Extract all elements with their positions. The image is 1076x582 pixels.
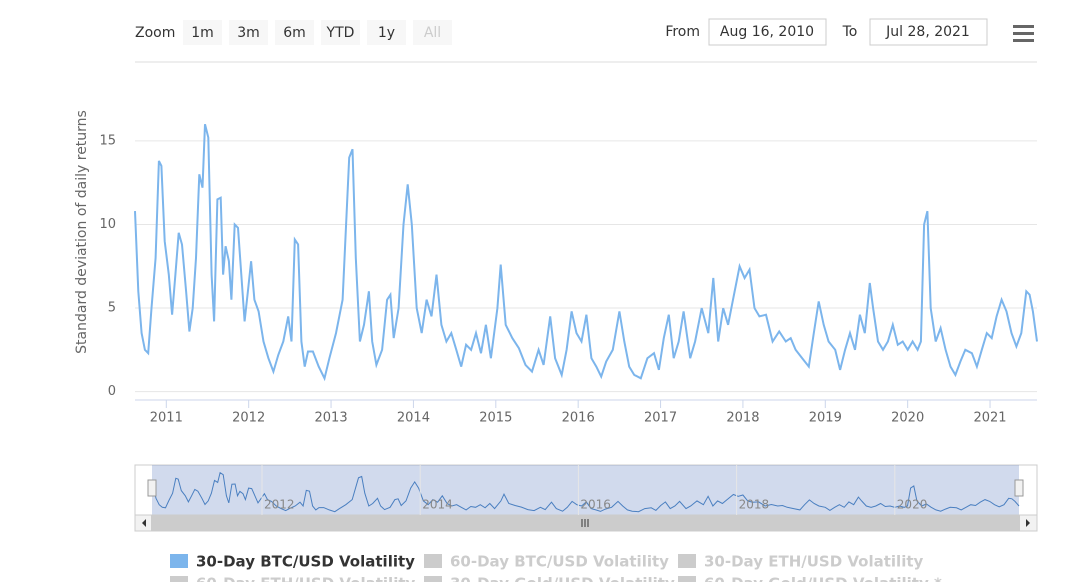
legend-label[interactable]: 60-Day BTC/USD Volatility	[450, 553, 669, 571]
zoom-button[interactable]	[275, 20, 314, 45]
to-label: To	[842, 24, 858, 40]
zoom-button-label[interactable]: YTD	[326, 25, 355, 41]
legend-symbol[interactable]	[170, 576, 188, 582]
navigator-label: 2018	[739, 498, 770, 512]
legend-label[interactable]: 60-Day ETH/USD Volatility	[196, 575, 416, 582]
zoom-button[interactable]	[321, 20, 360, 45]
zoom-button-label[interactable]: 6m	[283, 25, 306, 41]
x-tick-label: 2020	[891, 411, 924, 426]
x-tick-label: 2014	[397, 411, 430, 426]
from-input[interactable]	[708, 18, 827, 46]
scrollbar-grip	[581, 519, 589, 527]
legend-label[interactable]: 30-Day BTC/USD Volatility	[196, 553, 415, 571]
scroll-right[interactable]	[1026, 519, 1030, 527]
navigator-line	[152, 471, 1020, 513]
legend-label[interactable]: 30-Day Gold/USD Volatility *	[450, 575, 688, 582]
navigator-label: 2012	[264, 498, 295, 512]
menu-button[interactable]	[1013, 25, 1034, 42]
navigator-handle[interactable]	[147, 479, 157, 497]
scroll-left[interactable]	[142, 519, 146, 527]
navigator-label: 2016	[580, 498, 611, 512]
navigator-label: 2014	[422, 498, 453, 512]
series-line	[134, 123, 1038, 382]
legend-symbol[interactable]	[678, 554, 696, 568]
zoom-button-label[interactable]: 1y	[378, 25, 395, 41]
zoom-button[interactable]	[229, 20, 268, 45]
zoom-label: Zoom	[135, 25, 175, 41]
from-value[interactable]: Aug 16, 2010	[720, 24, 814, 40]
y-axis-title: Standard deviation of daily returns	[74, 110, 90, 354]
zoom-button-label[interactable]: 1m	[191, 25, 214, 41]
to-input[interactable]	[869, 18, 988, 46]
from-label: From	[665, 24, 700, 40]
y-tick-label: 15	[99, 133, 116, 148]
menu-bar	[1013, 32, 1034, 35]
y-tick-label: 10	[99, 217, 116, 232]
y-tick-label: 5	[108, 301, 116, 316]
menu-bar	[1013, 39, 1034, 42]
x-tick-label: 2015	[479, 411, 512, 426]
x-tick-label: 2011	[150, 411, 183, 426]
navigator-label: 2020	[897, 498, 928, 512]
legend-symbol[interactable]	[678, 576, 696, 582]
x-tick-label: 2019	[809, 411, 842, 426]
legend-label[interactable]: 30-Day ETH/USD Volatility	[704, 553, 924, 571]
menu-bar	[1013, 25, 1034, 28]
zoom-button[interactable]	[183, 20, 222, 45]
to-value[interactable]: Jul 28, 2021	[885, 24, 970, 40]
zoom-button	[413, 20, 452, 45]
x-tick-label: 2017	[644, 411, 677, 426]
x-tick-label: 2018	[726, 411, 759, 426]
zoom-button[interactable]	[367, 20, 406, 45]
legend-symbol[interactable]	[424, 576, 442, 582]
legend-symbol[interactable]	[170, 554, 188, 568]
zoom-button-label: All	[424, 25, 441, 41]
x-tick-label: 2013	[315, 411, 348, 426]
navigator-handle[interactable]	[1014, 479, 1024, 497]
x-tick-label: 2016	[562, 411, 595, 426]
zoom-button-label[interactable]: 3m	[237, 25, 260, 41]
legend-label[interactable]: 60-Day Gold/USD Volatility *	[704, 575, 942, 582]
y-tick-label: 0	[108, 384, 116, 399]
x-tick-label: 2021	[973, 411, 1006, 426]
x-tick-label: 2012	[232, 411, 265, 426]
legend-symbol[interactable]	[424, 554, 442, 568]
